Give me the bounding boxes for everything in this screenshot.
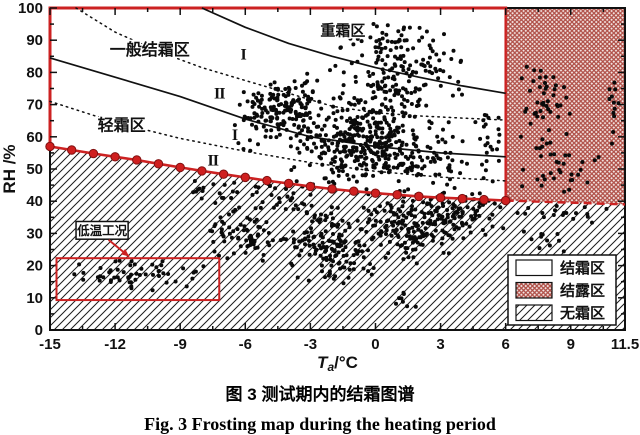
- subzone-numeral: II: [214, 85, 225, 102]
- svg-text:80: 80: [26, 64, 43, 81]
- zone-label: 重霜区: [320, 22, 365, 40]
- frost-line-marker: [305, 181, 316, 192]
- severe-frost-boundary: [201, 7, 506, 95]
- frost-line-marker: [153, 159, 164, 169]
- svg-text:-15: -15: [39, 336, 61, 353]
- legend-swatch: [515, 281, 553, 299]
- frost-line-marker: [88, 148, 99, 159]
- svg-text:3: 3: [436, 336, 444, 353]
- x-tick-labels: -15 -12 -9 -6 -3 0 3 6 9 11.5: [39, 336, 639, 353]
- frost-line-marker: [110, 152, 120, 162]
- figure-caption-cn: 图 3 测试期内的结霜图谱: [225, 385, 415, 404]
- svg-text:-3: -3: [304, 336, 317, 353]
- svg-text:9: 9: [567, 336, 575, 353]
- subzone-divider-lower: [49, 100, 507, 182]
- svg-text:100: 100: [18, 0, 43, 17]
- y-axis-label: RH /%: [0, 144, 19, 193]
- zone-label: 轻霜区: [98, 116, 146, 135]
- frost-line-marker: [500, 195, 511, 206]
- low-temp-region-box: [55, 257, 221, 302]
- svg-text:60: 60: [26, 129, 43, 146]
- condensation-region: [505, 8, 625, 205]
- frost-line-marker: [457, 193, 467, 204]
- frost-line-marker: [262, 175, 272, 186]
- frost-line-marker: [175, 162, 185, 173]
- frost-line: [45, 141, 626, 206]
- legend-item-label: 结露区: [560, 282, 605, 300]
- svg-text:11.5: 11.5: [611, 336, 639, 353]
- svg-text:50: 50: [26, 161, 43, 178]
- svg-text:20: 20: [26, 258, 43, 275]
- frosting-map-chart: -15 -12 -9 -6 -3 0 3 6 9 11.5 0 10 20 30 40 50 60 70 80 90 1…: [0, 0, 639, 374]
- svg-text:90: 90: [26, 32, 43, 49]
- y-tick-labels: 0 10 20 30 40 50 60 70 80 90 100: [18, 0, 43, 339]
- frost-line-marker: [197, 166, 207, 176]
- frost-line-marker: [218, 169, 229, 179]
- frost-line-marker: [435, 192, 446, 203]
- low-temp-label: 低温工况: [76, 223, 128, 238]
- svg-text:10: 10: [26, 290, 43, 307]
- svg-text:-9: -9: [174, 336, 187, 353]
- frost-line-marker: [240, 172, 250, 183]
- svg-text:-12: -12: [104, 336, 126, 353]
- frost-line-marker: [370, 188, 381, 198]
- low-temp-label-box: [75, 220, 129, 240]
- frost-line-marker: [392, 190, 402, 200]
- legend-item-label: 结霜区: [560, 259, 605, 277]
- x-axis-label: Ta/°C: [317, 353, 358, 374]
- frost-line-marker: [45, 141, 55, 152]
- svg-text:30: 30: [26, 225, 43, 242]
- legend-item-label: 无霜区: [559, 304, 605, 322]
- frost-line-path: [49, 145, 506, 202]
- svg-text:0: 0: [371, 336, 379, 353]
- subzone-numeral: I: [232, 127, 238, 144]
- low-temp-annotation: 低温工况: [55, 220, 221, 302]
- zone-label: 一般结霜区: [110, 40, 190, 59]
- subzone-divider-upper: [75, 7, 507, 121]
- low-temp-arrowhead: [120, 248, 130, 257]
- legend-swatch: [515, 304, 553, 322]
- frost-line-marker: [283, 178, 294, 189]
- frost-line-marker: [327, 184, 337, 194]
- svg-text:6: 6: [501, 336, 509, 353]
- frost-line-dashed-extension: [505, 199, 626, 206]
- scatter-points: [72, 22, 621, 309]
- frost-line-marker: [66, 145, 77, 155]
- frost-line-marker: [479, 194, 489, 205]
- subzone-numeral: II: [208, 153, 219, 170]
- frost-line-marker: [349, 186, 359, 196]
- svg-text:40: 40: [26, 193, 43, 210]
- frost-line-marker: [132, 155, 142, 165]
- figure-caption-en: Fig. 3 Frosting map during the heating p…: [144, 414, 496, 434]
- svg-text:0: 0: [35, 322, 43, 339]
- svg-text:70: 70: [26, 97, 43, 114]
- subzone-numeral: I: [240, 47, 246, 64]
- axis-ticks: [49, 7, 626, 331]
- svg-text:-6: -6: [239, 336, 252, 353]
- legend-swatch: [515, 259, 553, 277]
- frost-line-marker: [414, 191, 424, 202]
